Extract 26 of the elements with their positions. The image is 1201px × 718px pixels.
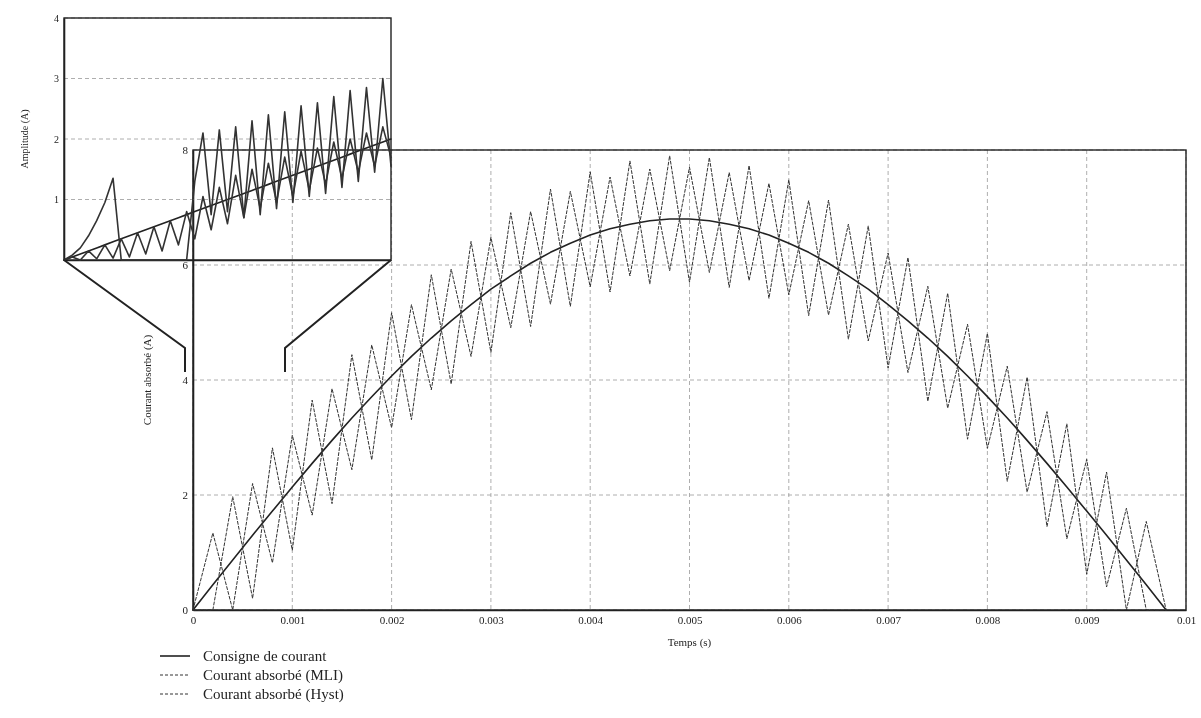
y-axis-title: Amplitude (A) bbox=[19, 109, 31, 169]
y-tick-label: 1 bbox=[54, 194, 59, 206]
legend-label: Consigne de courant bbox=[203, 648, 328, 664]
legend-label: Courant absorbé (Hyst) bbox=[203, 686, 344, 703]
x-tick-label: 0.006 bbox=[776, 613, 803, 626]
y-tick-label: 2 bbox=[54, 133, 59, 145]
y-tick-label: 0 bbox=[182, 604, 189, 617]
x-tick-label: 0.01 bbox=[1176, 613, 1197, 626]
x-tick-label: 0.009 bbox=[1074, 613, 1101, 626]
y-tick-label: 2 bbox=[182, 489, 188, 502]
y-tick-label: 4 bbox=[182, 374, 189, 387]
x-tick-label: 0.007 bbox=[876, 613, 902, 626]
x-tick-label: 0.002 bbox=[379, 613, 405, 626]
y-tick-label: 6 bbox=[182, 259, 189, 272]
y-tick-label: 8 bbox=[182, 144, 189, 157]
x-axis-title: Temps (s) bbox=[667, 636, 712, 649]
x-tick-label: 0.005 bbox=[677, 613, 703, 626]
x-tick-label: 0.004 bbox=[578, 613, 604, 626]
x-tick-label: 0.003 bbox=[479, 613, 505, 626]
x-tick-label: 0.001 bbox=[280, 613, 306, 626]
y-tick-label: 3 bbox=[54, 73, 59, 85]
y-axis-title: Courant absorbé (A) bbox=[141, 334, 154, 426]
x-tick-label: 0 bbox=[190, 613, 197, 626]
x-tick-label: 0.008 bbox=[975, 613, 1001, 626]
legend-label: Courant absorbé (MLI) bbox=[203, 667, 343, 684]
y-tick-label: 4 bbox=[54, 12, 59, 24]
